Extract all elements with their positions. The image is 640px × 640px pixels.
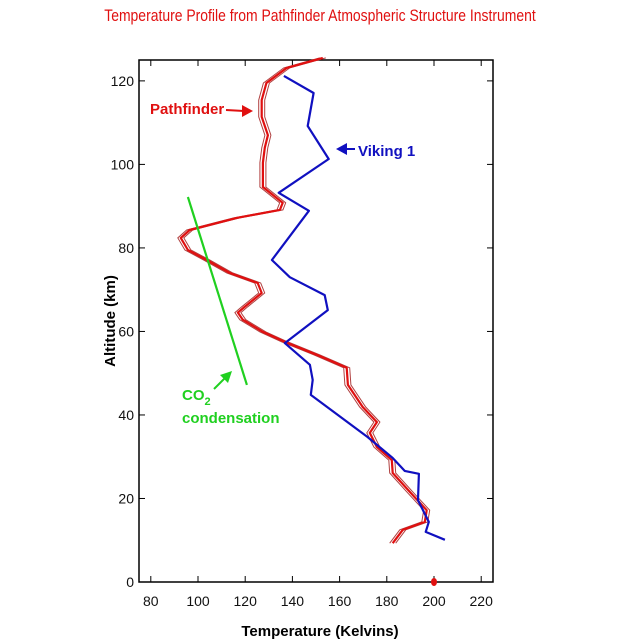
y-tick-label: 60 [118, 323, 134, 339]
pathfinder-label: Pathfinder [150, 101, 224, 118]
x-tick-label: 180 [375, 593, 399, 609]
axes: 80 100 120 140 160 180 200 220 0 20 40 60 80 100 120 [111, 59, 494, 609]
co2-label: CO2 [182, 387, 211, 408]
co2-arrow-icon [213, 371, 232, 390]
x-tick-label: 140 [281, 593, 305, 609]
pathfinder-line [179, 56, 428, 544]
x-tick-label: 200 [422, 593, 446, 609]
viking-label: Viking 1 [358, 143, 415, 160]
surface-marker [431, 578, 437, 586]
y-tick-label: 40 [118, 407, 134, 423]
chart-title: Temperature Profile from Pathfinder Atmo… [104, 6, 536, 25]
y-tick-label: 100 [111, 156, 135, 172]
y-tick-label: 0 [126, 574, 134, 590]
x-tick-label: 160 [328, 593, 352, 609]
y-axis-label: Altitude (km) [102, 275, 119, 367]
series-layer [177, 56, 446, 586]
x-tick-label: 100 [186, 593, 210, 609]
co2-condensation-line [186, 196, 248, 386]
pathfinder-uncertainty-line [177, 57, 425, 544]
y-tick-label: 120 [111, 73, 135, 89]
x-tick-label: 80 [143, 593, 159, 609]
pathfinder-arrow-icon [225, 105, 253, 117]
viking-1-line [270, 74, 446, 541]
viking-arrow-icon [336, 143, 355, 155]
x-tick-label: 120 [234, 593, 258, 609]
x-tick-label: 220 [470, 593, 494, 609]
y-tick-label: 20 [118, 490, 134, 506]
x-axis-label: Temperature (Kelvins) [241, 623, 398, 640]
y-tick-label: 80 [118, 240, 134, 256]
condensation-label: condensation [182, 410, 280, 427]
